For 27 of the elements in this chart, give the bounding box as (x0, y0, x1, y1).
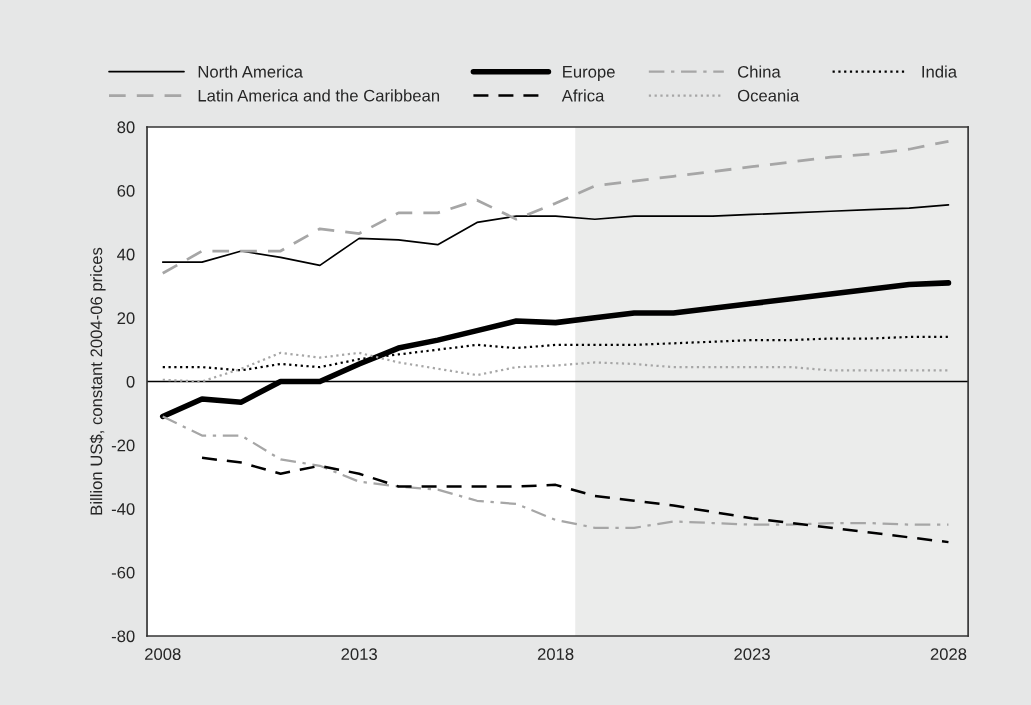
y-tick-label: 80 (117, 121, 135, 134)
x-tick-label: 2008 (145, 648, 181, 661)
legend-label: India (922, 65, 958, 78)
y-tick-label: 20 (117, 312, 135, 325)
x-tick-label: 2023 (734, 648, 770, 661)
y-tick-label: 60 (117, 185, 135, 197)
line-series (161, 415, 950, 529)
line-series (161, 139, 950, 275)
x-tick-label: 2028 (930, 648, 967, 661)
x-tick-label: 2018 (537, 648, 574, 661)
line-series (200, 456, 950, 544)
y-tick-label: -80 (111, 630, 135, 643)
legend-label: Africa (561, 89, 605, 102)
legend-label: China (738, 65, 781, 78)
y-tick-label: -40 (111, 503, 135, 515)
x-tick-label: 2013 (341, 648, 377, 661)
legend-label: Oceania (737, 89, 800, 102)
y-tick-label: -20 (111, 439, 135, 452)
legend-label: Latin America and the Caribbean (198, 89, 440, 102)
line-series (161, 204, 950, 267)
y-tick-label: 40 (117, 248, 135, 261)
legend-label: Europe (563, 66, 615, 81)
y-tick-label: -60 (111, 566, 135, 579)
line-series (161, 351, 950, 383)
y-tick-label: 0 (126, 375, 135, 388)
legend-label: North America (198, 65, 303, 78)
y-axis-title: Billion US$, constant 2004-06 prices (89, 247, 106, 515)
